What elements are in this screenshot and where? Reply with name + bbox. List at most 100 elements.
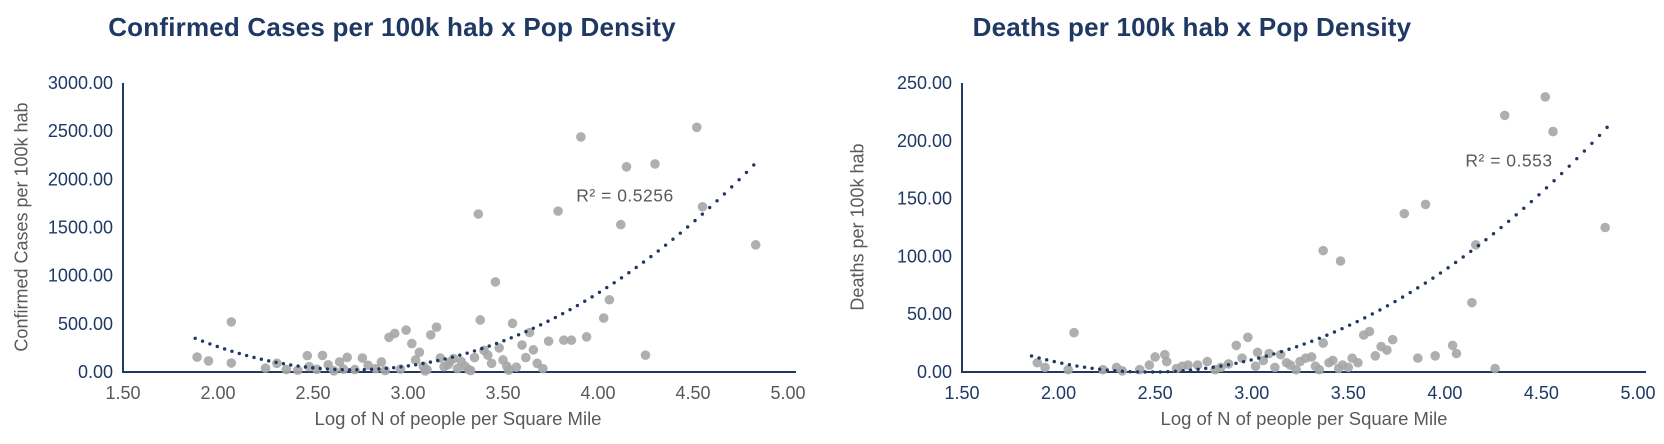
scatter-point (1343, 362, 1354, 373)
y-tick-label: 0.00 (917, 362, 952, 382)
scatter-point (1387, 334, 1398, 345)
x-tick-label: 3.00 (1234, 383, 1269, 403)
trendline-dot (1363, 316, 1367, 320)
trendline-dot (289, 363, 293, 367)
trendline-dot (1400, 295, 1405, 299)
y-tick-label: 0.00 (78, 362, 113, 382)
trendline-dot (237, 351, 241, 356)
scatter-point (302, 350, 313, 361)
trendline-dot (502, 339, 506, 343)
scatter-point (1499, 110, 1510, 121)
x-tick-label: 3.50 (1331, 383, 1366, 403)
trendline-dot (436, 358, 440, 363)
scatter-point (281, 364, 292, 375)
scatter-point (260, 363, 271, 373)
trendline-dot (230, 349, 234, 353)
trendline-dot (1143, 370, 1147, 374)
scatter-point (650, 159, 660, 169)
trendline-dot (1522, 206, 1526, 210)
trendline-dot (1257, 356, 1261, 360)
trendline-dot (252, 355, 256, 360)
trendline-dot (1499, 225, 1503, 230)
scatter-point (414, 347, 425, 358)
scatter-point (1202, 356, 1213, 367)
trendline-dot (1423, 281, 1428, 285)
scatter-point (1335, 256, 1346, 266)
trendline-dot (1249, 358, 1253, 362)
trendline-dot (524, 329, 528, 334)
trendline-dot (1082, 365, 1087, 369)
trendline-dot (369, 367, 374, 372)
scatter-point (1144, 360, 1155, 370)
trendline-dot (1385, 304, 1390, 308)
trendline-dot (340, 367, 344, 372)
scatter-point (475, 315, 486, 325)
scatter-point (473, 209, 484, 219)
scatter-point (226, 358, 237, 368)
trendline-dot (1211, 365, 1215, 369)
scatter-point (1318, 338, 1328, 348)
trendline-dot (1552, 179, 1556, 183)
scatter-point (1063, 364, 1074, 375)
x-tick-label: 4.00 (580, 383, 615, 403)
trendline-dot (737, 178, 741, 182)
x-tick-label: 3.00 (390, 383, 425, 403)
trendline-dot (619, 276, 624, 280)
chart-panel-confirmed-cases: 0.00 500.00 1000.00 1500.00 2000.00 2500.00 30… (12, 12, 806, 429)
scatter-point (538, 363, 548, 374)
scatter-point (1413, 353, 1423, 363)
scatter-point (750, 240, 761, 250)
trendline-dot (1166, 369, 1170, 374)
scatter-point (293, 365, 303, 376)
trendline-dot (1469, 249, 1473, 254)
scatter-point (334, 357, 345, 367)
trendline-dot (1506, 219, 1511, 223)
scatter-point (697, 201, 708, 212)
scatter-point (559, 335, 569, 346)
trendline-dot (1310, 339, 1314, 343)
trendline-dot (1044, 358, 1049, 362)
r-squared-annotation: R² = 0.553 (1465, 150, 1553, 171)
scatter-point (426, 330, 436, 340)
y-tick-label: 3000.00 (48, 73, 113, 93)
scatter-point (1161, 356, 1172, 367)
x-tick-label: 5.00 (770, 383, 805, 403)
scatter-point (1250, 361, 1261, 372)
trendline-dot (399, 365, 403, 369)
scatter-point (1291, 364, 1301, 375)
trendline-dot (693, 218, 697, 223)
trendline-dot (428, 360, 433, 364)
trendline-dot (487, 344, 491, 348)
x-tick-label: 4.50 (675, 383, 710, 403)
trendline-dot (1173, 369, 1178, 373)
scatter-point (543, 336, 554, 346)
trendline-dot (1544, 186, 1549, 190)
trendline-dot (715, 199, 719, 203)
trendline-dot (281, 362, 286, 366)
scatter-point (422, 364, 432, 375)
trendline-dot (443, 357, 447, 361)
trendline-dot (1226, 363, 1231, 367)
trendline-dot (1151, 370, 1155, 374)
trendline-dot (1204, 366, 1208, 371)
scatter-point (1032, 357, 1043, 368)
trendline-dot (1052, 359, 1056, 364)
scatter-point (598, 313, 609, 323)
trendline-dot (1378, 308, 1382, 312)
trendline-dot (200, 339, 205, 343)
trendline-dot (1529, 199, 1534, 204)
trendline-dot (406, 364, 411, 368)
trendline-dot (1294, 345, 1299, 349)
trendline-dot (722, 192, 727, 196)
trendline-dot (1476, 243, 1481, 248)
trendline-dot (1113, 369, 1117, 373)
trendline-dot (1097, 367, 1102, 371)
y-tick-label: 2500.00 (48, 121, 113, 141)
scatter-point (203, 356, 214, 366)
scatter-point (389, 328, 400, 339)
trendline-dot (561, 311, 565, 316)
trendline-dot (480, 346, 484, 351)
trendline-dot (355, 368, 359, 372)
trendline-dot (259, 357, 264, 361)
